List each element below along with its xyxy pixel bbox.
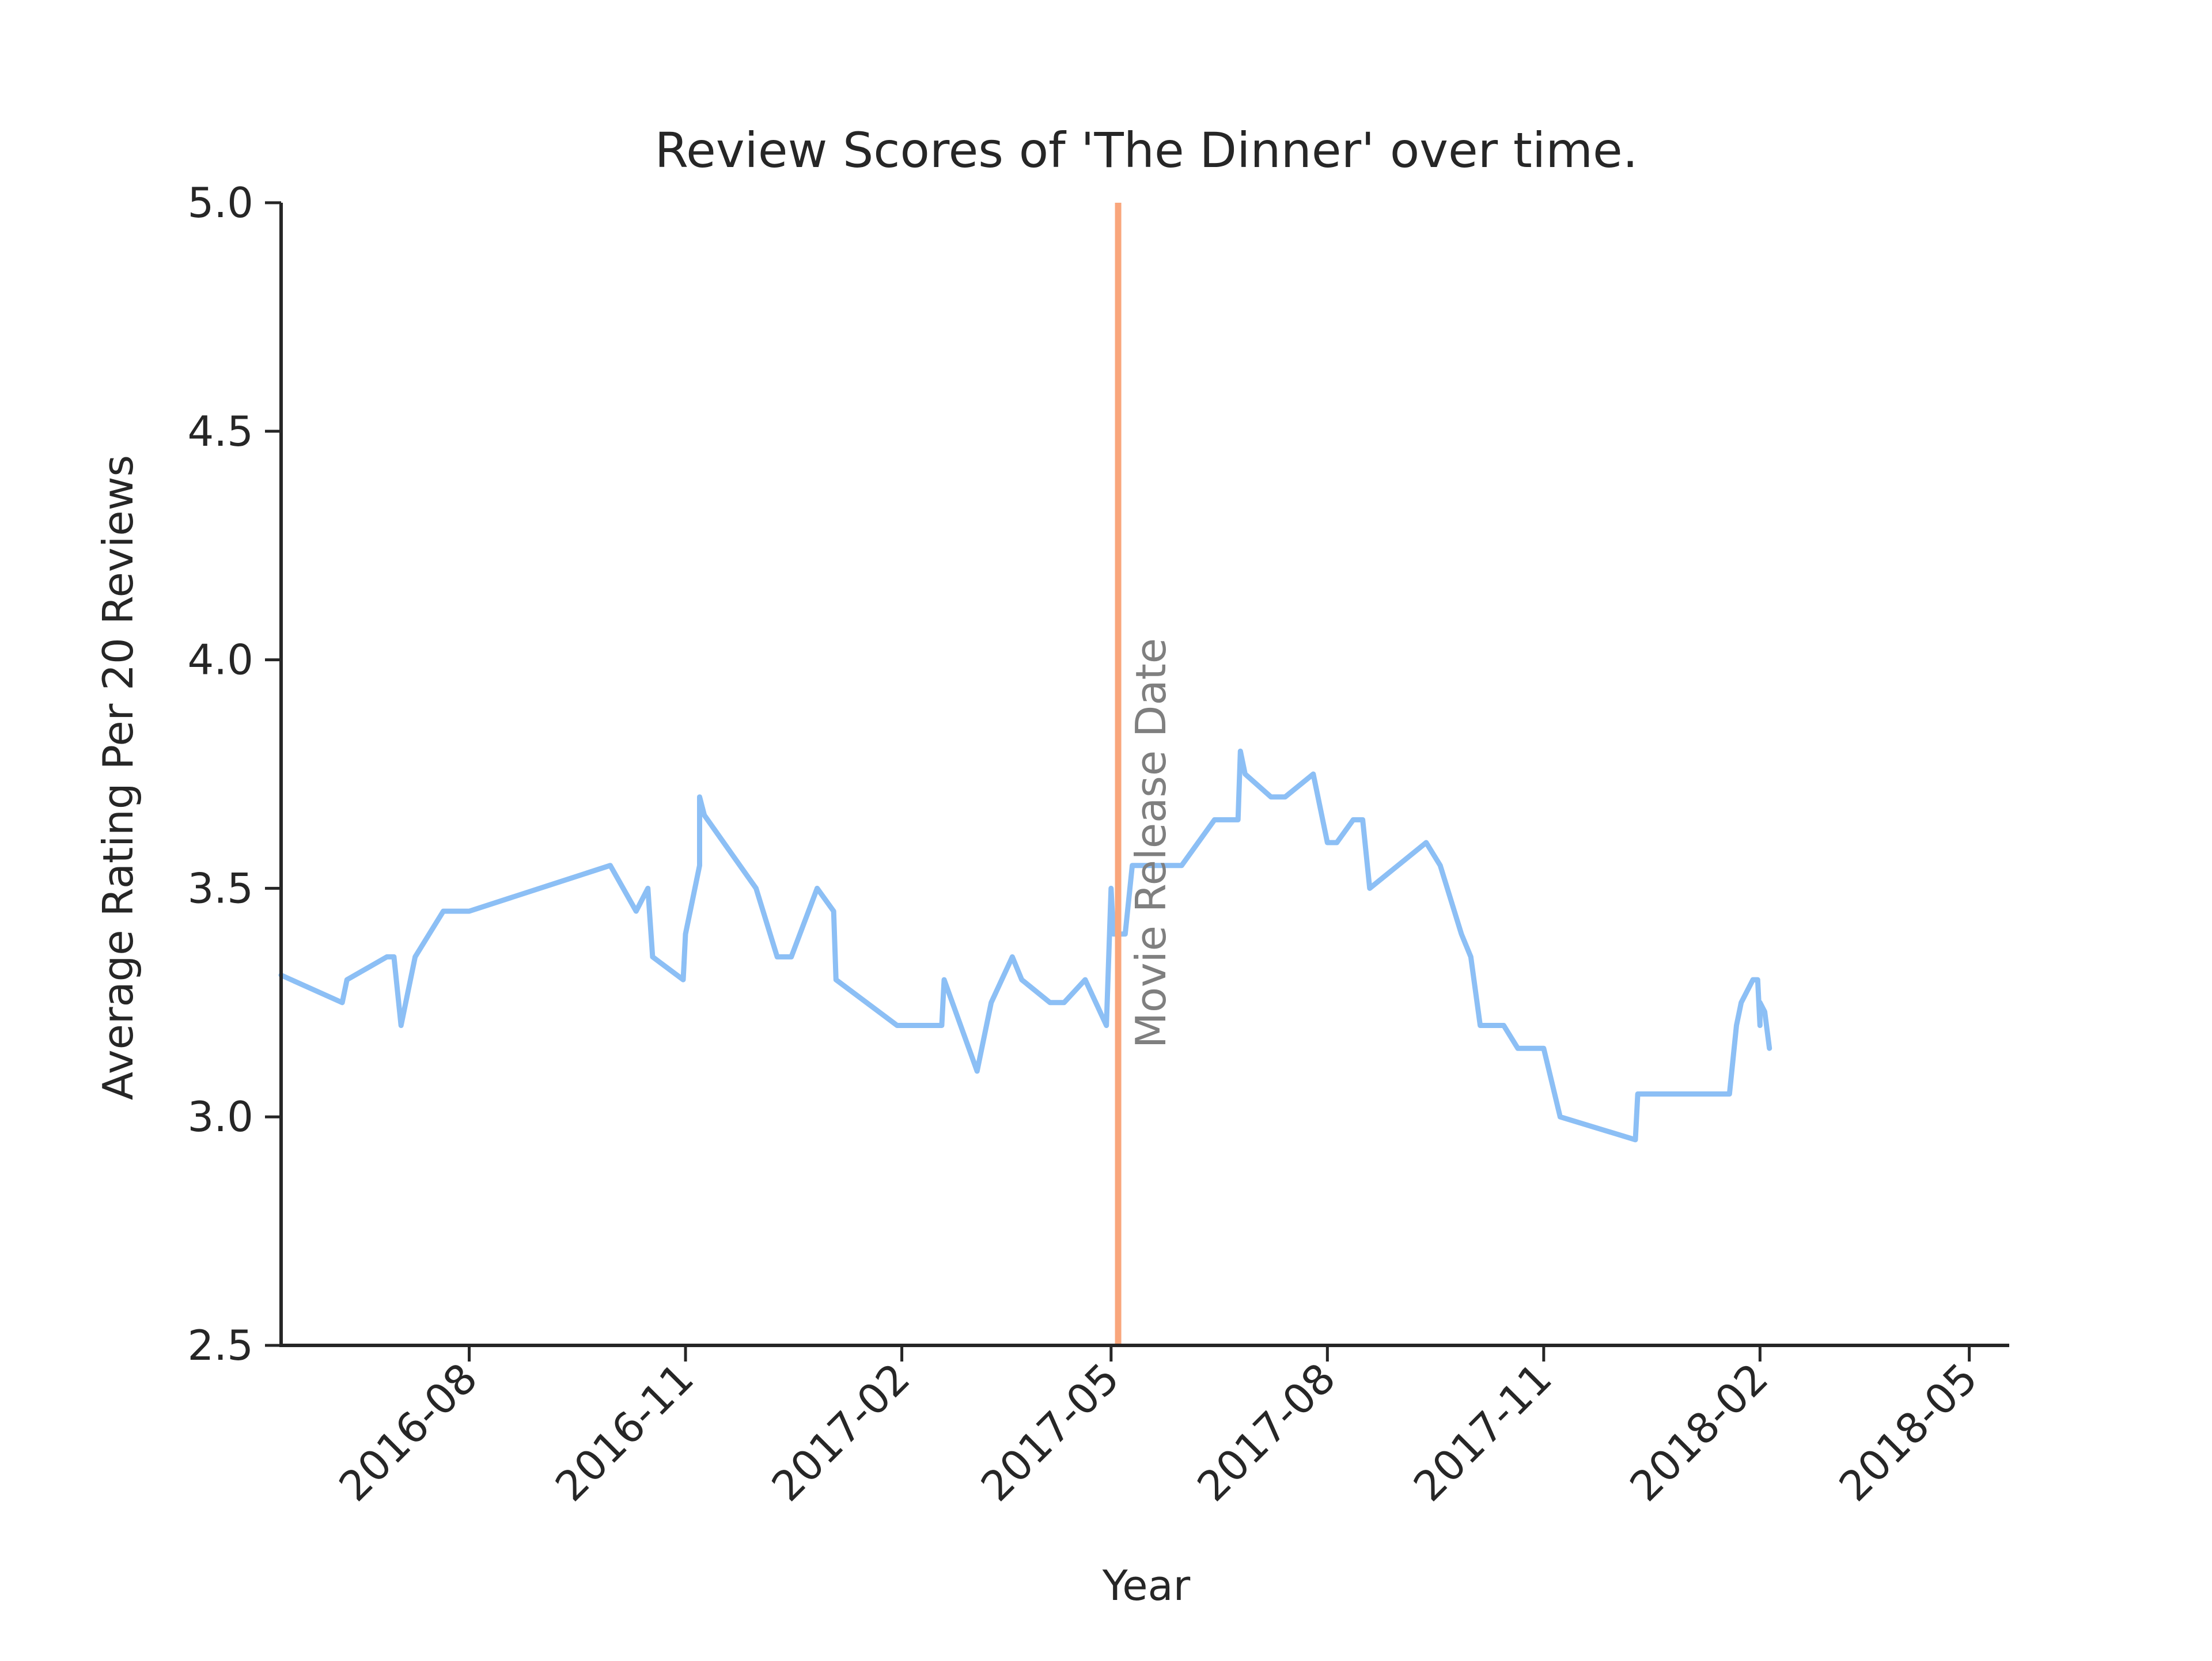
x-tick-label: 2017-08	[1188, 1354, 1344, 1511]
y-tick-label: 2.5	[187, 1321, 253, 1370]
y-axis-ticks: 2.5 3.0 3.5 4.0 4.5 5.0	[187, 179, 281, 1370]
release-date-label: Movie Release Date	[1127, 638, 1175, 1048]
y-axis-label: Average Rating Per 20 Reviews	[94, 455, 142, 1100]
chart-title: Review Scores of 'The Dinner' over time.	[655, 122, 1638, 179]
x-tick-label: 2017-05	[972, 1354, 1128, 1511]
x-tick-label: 2016-08	[329, 1354, 486, 1511]
y-tick-label: 4.5	[187, 407, 253, 456]
y-tick-label: 3.0	[187, 1093, 253, 1141]
series-line	[278, 748, 1772, 1143]
y-tick-label: 4.0	[187, 636, 253, 684]
x-axis-label: Year	[1102, 1561, 1191, 1610]
x-tick-label: 2017-11	[1404, 1354, 1561, 1511]
plot-area: Movie Release Date	[278, 203, 1772, 1345]
x-axis-ticks: 2016-08 2016-11 2017-02 2017-05 2017-08 2017-…	[329, 1345, 1987, 1511]
x-tick-label: 2018-02	[1620, 1354, 1777, 1511]
x-tick-label: 2018-05	[1830, 1354, 1987, 1511]
x-tick-label: 2017-02	[762, 1354, 919, 1511]
y-tick-label: 5.0	[187, 179, 253, 227]
x-tick-label: 2016-11	[546, 1354, 703, 1511]
y-tick-label: 3.5	[187, 864, 253, 912]
